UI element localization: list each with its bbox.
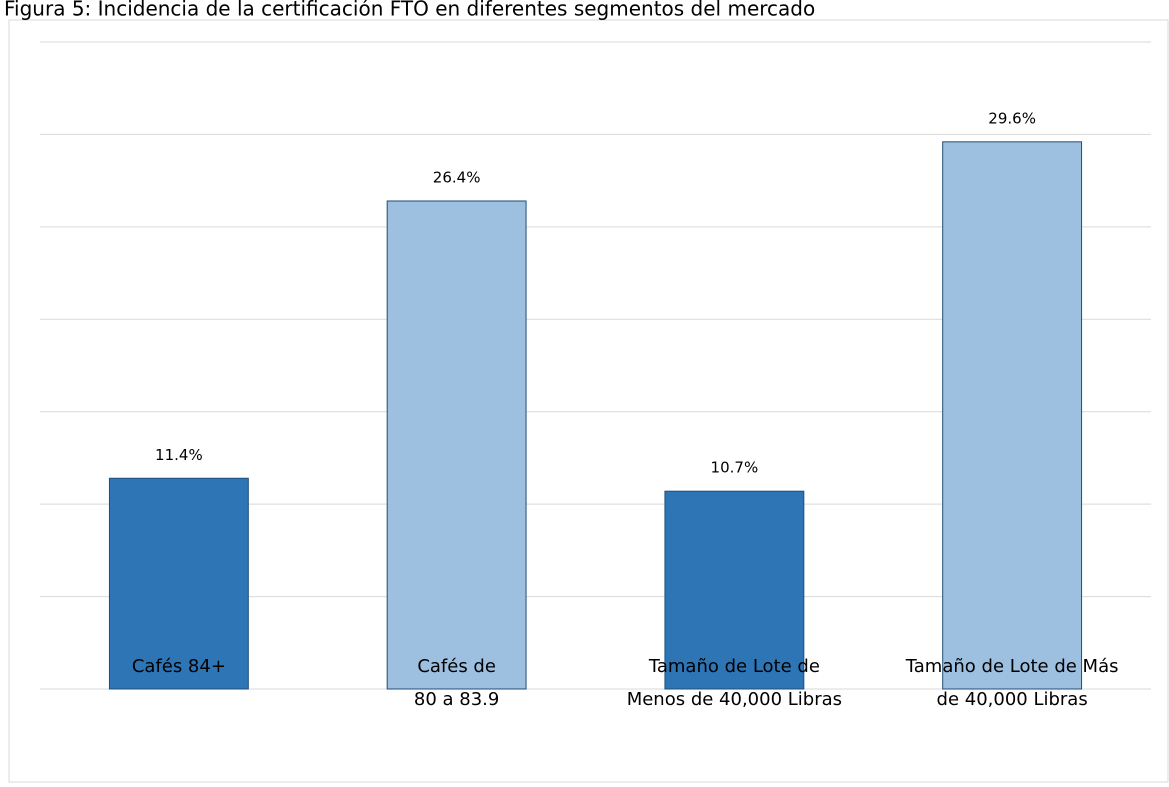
data-label: 10.7% [711,459,759,477]
data-label: 26.4% [433,168,481,186]
x-tick-label: Tamaño de Lote de [648,656,820,677]
data-label: 29.6% [988,109,1036,127]
data-label: 11.4% [155,446,203,464]
x-tick-label: Cafés 84+ [132,656,226,677]
bar [664,490,805,690]
x-tick-label: 80 a 83.9 [414,689,499,710]
chart-frame [8,19,1169,783]
x-tick-label: Tamaño de Lote de Más [905,656,1119,677]
bar [942,141,1083,690]
x-tick-label: de 40,000 Libras [937,689,1088,710]
bar [386,200,527,690]
chart-title: Figura 5: Incidencia de la certificación… [4,0,815,21]
bar [108,477,249,690]
x-tick-label: Cafés de [417,656,496,677]
x-tick-label: Menos de 40,000 Libras [627,689,842,710]
